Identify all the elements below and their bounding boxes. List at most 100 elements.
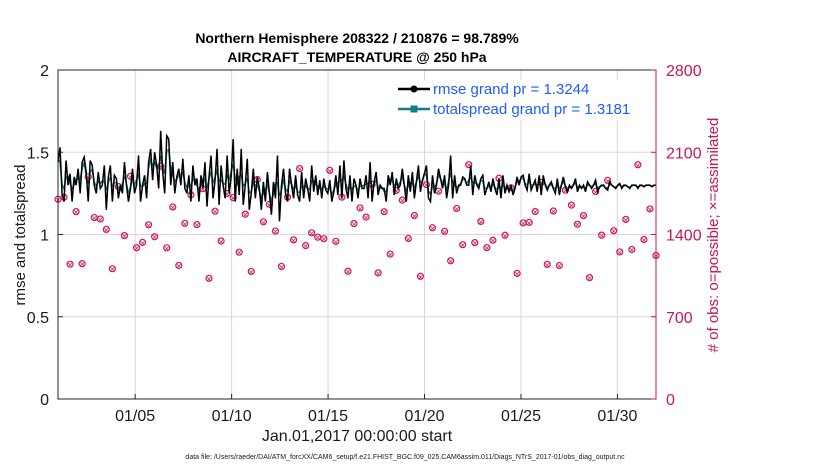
obs-possible-marker [513,269,521,277]
legend-entry-rmse: rmse grand pr = 1.3244 [398,81,589,98]
obs-assimilated-marker: × [200,185,206,196]
x-tick-label: 01/25 [501,408,541,425]
x-tick-label: 01/05 [115,408,155,425]
obs-assimilated-marker: × [128,172,134,183]
obs-assimilated-marker: × [478,217,484,228]
obs-assimilated-marker: × [562,186,568,197]
obs-assimilated-marker: × [357,204,363,215]
obs-assimilated-marker: × [97,215,103,226]
obs-assimilated-marker: × [635,161,641,172]
obs-possible-marker [640,235,648,244]
obs-assimilated-marker: × [140,238,146,249]
x-tick-label: 01/30 [597,408,637,425]
obs-assimilated-marker: × [164,244,170,255]
chart-title-line1: Northern Hemisphere 208322 / 210876 = 98… [195,30,519,46]
y-axis-right-label: # of obs: o=possible; ×=assimilated [705,118,722,353]
x-tick-label: 01/15 [308,408,348,425]
obs-possible-marker [289,236,298,244]
obs-possible-marker [604,176,612,185]
plot-area: × ×××××× ××××××× ××××××××××××××× ×××××××××××… [54,69,660,400]
obs-possible-marker [447,257,455,265]
obs-assimilated-marker: × [405,234,411,245]
obs-possible-marker [591,187,600,196]
obs-assimilated-marker: × [418,272,424,283]
obs-assimilated-marker: × [260,218,266,229]
legend-label-spread: totalspread grand pr = 1.3181 [433,101,630,118]
obs-possible-marker [489,236,497,244]
obs-assimilated-marker: × [466,161,472,172]
obs-assimilated-marker: × [327,166,333,177]
obs-assimilated-marker: × [279,262,285,273]
obs-assimilated-marker: × [291,236,297,247]
obs-assimilated-marker: × [544,260,550,271]
obs-possible-marker [66,260,74,268]
y-left-tick-label: 2 [40,63,49,80]
obs-assimilated-marker: × [387,250,393,261]
obs-assimilated-marker: × [472,239,478,250]
obs-assimilated-marker: × [623,215,629,226]
obs-assimilated-marker: × [345,267,351,278]
obs-assimilated-marker: × [122,232,128,243]
obs-possible-marker [380,208,388,216]
obs-assimilated-marker: × [103,225,109,236]
obs-assimilated-marker: × [442,227,448,238]
y-axis-left-ticks: 0 0.5 1 1.5 2 [27,63,63,409]
obs-assimilated-marker: × [399,196,405,207]
obs-assimilated-marker: × [411,211,417,222]
obs-possible-marker [598,231,606,239]
obs-possible-marker [567,201,576,209]
obs-assimilated-marker: × [587,274,593,285]
obs-assimilated-marker: × [339,193,345,204]
obs-assimilated-marker: × [170,203,176,214]
obs-assimilated-marker: × [381,208,387,219]
obs-possible-marker [120,232,129,240]
obs-possible-marker [579,211,588,220]
obs-possible-marker [477,217,485,226]
obs-assimilated-marker: × [242,210,248,221]
obs-possible-marker [308,229,316,237]
legend-box [392,80,650,120]
obs-assimilated-marker: × [146,221,152,232]
obs-possible-marker [241,210,249,218]
obs-possible-marker [350,219,358,228]
obs-assimilated-marker: × [73,208,79,219]
obs-assimilated-marker: × [454,204,460,215]
obs-assimilated-marker: × [351,220,357,231]
legend-marker-rmse [410,85,418,93]
obs-possible-marker [211,207,219,215]
y-right-tick-label: 0 [666,392,675,409]
y-left-tick-label: 0.5 [27,310,49,327]
obs-assimilated-marker: × [599,231,605,242]
obs-assimilated-marker: × [460,241,466,252]
obs-assimilated-marker: × [224,189,230,200]
obs-possible-marker [151,233,159,241]
obs-possible-marker [501,231,509,239]
obs-possible-marker [277,262,286,271]
obs-assimilated-marker: × [436,187,442,198]
obs-assimilated-marker: × [424,181,430,192]
obs-possible-marker [459,241,467,249]
obs-possible-marker [320,235,328,243]
obs-possible-marker [543,260,551,268]
obs-assimilated-marker: × [611,227,617,238]
obs-possible-marker [453,204,461,213]
obs-possible-marker [646,205,654,213]
obs-possible-marker [332,237,340,245]
obs-possible-marker [235,248,243,256]
y-left-tick-label: 0 [40,392,49,409]
legend-label-rmse: rmse grand pr = 1.3244 [433,81,589,98]
obs-assimilated-marker: × [158,162,164,173]
obs-possible-marker [471,239,479,247]
y-right-tick-label: 2100 [666,145,702,162]
obs-assimilated-marker: × [520,219,526,230]
obs-possible-marker [157,162,165,170]
obs-assimilated-marker: × [617,248,623,259]
obs-assimilated-marker: × [593,187,599,198]
obs-possible-marker [398,196,406,204]
x-axis-ticks: 01/05 01/10 01/15 01/20 01/25 01/30 [115,394,638,425]
obs-assimilated-marker: × [206,274,212,285]
obs-possible-marker [465,161,473,169]
obs-assimilated-marker: × [605,176,611,187]
obs-assimilated-marker: × [581,212,587,223]
y-axis-right-ticks: 0 700 1400 2100 2800 [651,63,702,409]
